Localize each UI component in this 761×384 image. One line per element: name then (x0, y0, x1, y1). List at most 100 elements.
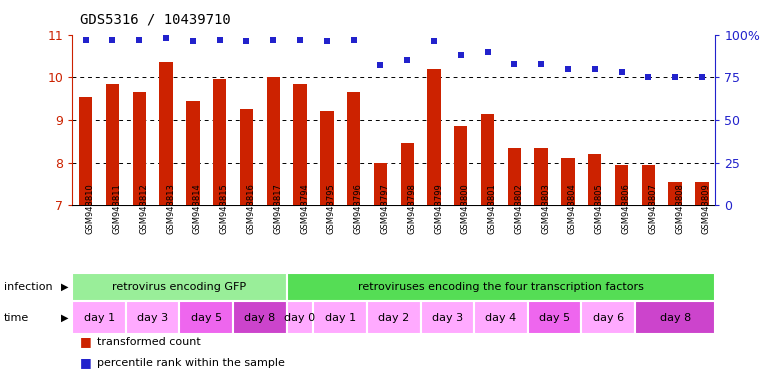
Text: day 5: day 5 (539, 313, 570, 323)
Text: transformed count: transformed count (97, 336, 200, 347)
Text: retrovirus encoding GFP: retrovirus encoding GFP (113, 282, 247, 292)
Point (589, 66, 601, 72)
Text: GSM943800: GSM943800 (461, 184, 470, 234)
Bar (421, 301, 474, 334)
Text: day 3: day 3 (137, 313, 168, 323)
Bar (213, 79, 226, 205)
Text: ▶: ▶ (61, 313, 68, 323)
Bar (367, 301, 421, 334)
Text: day 1: day 1 (84, 313, 115, 323)
Text: GSM943806: GSM943806 (622, 184, 631, 234)
Text: GSM943804: GSM943804 (568, 184, 577, 234)
Text: GSM943798: GSM943798 (407, 184, 416, 234)
Bar (314, 301, 367, 334)
Bar (72, 301, 126, 334)
Bar (293, 84, 307, 205)
Point (348, 36, 360, 43)
Bar (374, 163, 387, 205)
Bar (696, 182, 708, 205)
Text: percentile rank within the sample: percentile rank within the sample (97, 358, 285, 368)
Bar (642, 165, 655, 205)
Text: GSM943802: GSM943802 (514, 184, 524, 234)
Text: day 3: day 3 (431, 313, 463, 323)
Bar (668, 182, 682, 205)
Bar (528, 301, 581, 334)
Bar (180, 301, 233, 334)
Text: GSM943807: GSM943807 (648, 184, 658, 234)
Point (696, 74, 708, 80)
Point (214, 36, 226, 43)
Point (133, 36, 145, 43)
Bar (588, 154, 601, 205)
Point (482, 49, 494, 55)
Text: GSM943796: GSM943796 (354, 184, 363, 234)
Text: GSM943795: GSM943795 (326, 184, 336, 234)
Text: day 4: day 4 (486, 313, 517, 323)
Text: GSM943813: GSM943813 (166, 184, 175, 234)
Point (80, 36, 92, 43)
Bar (126, 301, 180, 334)
Point (320, 38, 333, 45)
Bar (233, 301, 287, 334)
Text: GSM943799: GSM943799 (434, 184, 443, 234)
Text: day 8: day 8 (244, 313, 275, 323)
Point (455, 52, 467, 58)
Text: GSM943812: GSM943812 (139, 184, 148, 234)
Bar (79, 96, 92, 205)
Point (267, 36, 279, 43)
Bar (481, 114, 495, 205)
Point (160, 35, 172, 41)
Text: time: time (4, 313, 29, 323)
Point (186, 38, 199, 45)
Bar (240, 109, 253, 205)
Text: GSM943801: GSM943801 (488, 184, 497, 234)
Bar (287, 301, 314, 334)
Bar (72, 273, 287, 301)
Text: GSM943810: GSM943810 (86, 184, 94, 234)
Point (562, 66, 574, 72)
Bar (266, 77, 280, 205)
Bar (186, 101, 199, 205)
Text: GSM943794: GSM943794 (300, 184, 309, 234)
Text: ■: ■ (80, 356, 91, 369)
Point (374, 62, 387, 68)
Text: ▶: ▶ (61, 282, 68, 292)
Point (294, 36, 306, 43)
Text: GDS5316 / 10439710: GDS5316 / 10439710 (80, 13, 231, 26)
Text: day 1: day 1 (325, 313, 356, 323)
Point (535, 61, 547, 67)
Text: GSM943816: GSM943816 (247, 184, 256, 234)
Bar (562, 159, 575, 205)
Bar (106, 84, 119, 205)
Point (669, 74, 681, 80)
Text: GSM943809: GSM943809 (702, 184, 711, 234)
Bar (428, 69, 441, 205)
Bar (615, 165, 629, 205)
Point (240, 38, 253, 45)
Text: day 5: day 5 (191, 313, 221, 323)
Bar (347, 92, 360, 205)
Text: retroviruses encoding the four transcription factors: retroviruses encoding the four transcrip… (358, 282, 644, 292)
Text: GSM943803: GSM943803 (541, 184, 550, 234)
Text: GSM943797: GSM943797 (380, 184, 390, 234)
Bar (132, 92, 146, 205)
Text: day 8: day 8 (660, 313, 691, 323)
Text: GSM943815: GSM943815 (220, 184, 228, 234)
Text: GSM943808: GSM943808 (675, 184, 684, 234)
Bar (581, 301, 635, 334)
Text: GSM943814: GSM943814 (193, 184, 202, 234)
Text: GSM943811: GSM943811 (113, 184, 122, 234)
Bar (534, 148, 548, 205)
Text: day 6: day 6 (593, 313, 624, 323)
Bar (454, 126, 467, 205)
Text: infection: infection (4, 282, 53, 292)
Text: GSM943817: GSM943817 (273, 184, 282, 234)
Bar (287, 273, 715, 301)
Bar (508, 148, 521, 205)
Point (616, 69, 628, 75)
Text: GSM943805: GSM943805 (595, 184, 603, 234)
Text: ■: ■ (80, 335, 91, 348)
Point (508, 61, 521, 67)
Text: day 0: day 0 (285, 313, 316, 323)
Point (428, 38, 440, 45)
